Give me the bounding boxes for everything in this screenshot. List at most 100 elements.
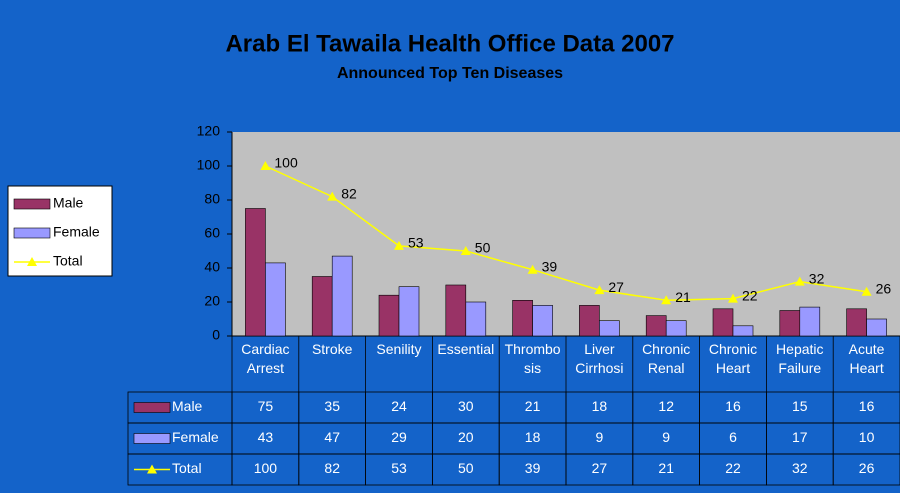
total-marker [260,161,271,170]
total-marker [661,295,672,305]
bar [732,325,754,337]
legend-marker [27,257,37,266]
table-value: 9 [596,429,604,445]
legend-key [13,227,51,239]
data-label: 39 [542,258,558,274]
bar [331,255,353,337]
table-value: 39 [525,460,541,476]
total-line [265,165,867,302]
data-label: 50 [475,240,491,256]
total-marker [527,264,538,274]
data-label: 82 [341,185,357,201]
bar [445,284,467,337]
table-value: 32 [792,460,808,476]
table-value: 12 [658,398,674,414]
table-value: 75 [258,398,274,414]
y-tick-label: 100 [197,157,221,173]
y-tick-label: 120 [197,123,221,139]
table-value: 18 [525,429,541,445]
table-value: 9 [662,429,670,445]
x-tick-label: Liver Cirrhosi [575,341,624,376]
bar [265,262,286,337]
bar [378,294,400,337]
y-tick-label: 40 [204,259,220,275]
data-label: 32 [809,270,825,286]
data-label: 26 [876,281,892,297]
bar [846,308,867,337]
data-label: 21 [675,289,691,305]
data-label: 27 [608,279,624,295]
bar [665,320,687,337]
table-legend-key [133,402,171,413]
bar [512,299,533,337]
bar [532,305,553,337]
table-value: 6 [729,429,737,445]
x-tick-label: Stroke [311,341,353,357]
bar [799,306,821,337]
table-value: 50 [458,460,474,476]
table-value: 16 [859,398,875,414]
data-label: 53 [408,235,424,251]
table-value: 26 [859,460,875,476]
table-value: 18 [592,398,608,414]
bar [579,305,600,337]
table-value: 15 [792,398,808,414]
legend-label: Female [53,224,100,240]
table-value: 24 [391,398,407,414]
bar [245,208,266,337]
bar [866,318,887,337]
y-tick-label: 0 [212,327,220,343]
table-value: 21 [658,460,674,476]
table-value: 22 [725,460,741,476]
table-value: 82 [324,460,340,476]
total-marker [594,285,605,295]
bar [599,320,620,337]
table-value: 21 [525,398,541,414]
x-tick-label: Hepatic Failure [776,341,824,376]
table-value: 43 [258,429,274,445]
table-value: 100 [254,460,278,476]
x-tick-label: Acute Heart [848,341,885,376]
bar [311,276,333,337]
table-value: 53 [391,460,407,476]
table-value: 47 [324,429,340,445]
data-label: 22 [742,287,758,303]
x-tick-label: Senility [376,341,422,357]
table-row-label: Total [172,460,202,476]
bar [465,301,487,337]
x-tick-label: Chronic Renal [642,341,691,376]
table-row-label: Female [172,429,219,445]
bar [779,310,801,337]
y-tick-label: 60 [204,225,220,241]
bar [398,286,420,337]
legend-label: Male [53,195,84,211]
table-value: 27 [592,460,608,476]
table-value: 30 [458,398,474,414]
table-cell [832,453,900,486]
table-value: 16 [725,398,741,414]
table-value: 35 [324,398,340,414]
legend-label: Total [53,253,83,269]
legend-key [13,198,51,210]
total-marker [728,293,738,303]
x-tick-label: Thrombosis [504,341,561,376]
total-marker [861,286,872,296]
table-value: 10 [859,429,875,445]
table-row-label: Male [172,398,203,414]
table-value: 20 [458,429,474,445]
chart-title: Arab El Tawaila Health Office Data 2007 [225,30,674,57]
y-tick-label: 80 [204,191,220,207]
table-value: 17 [792,429,808,445]
x-tick-label: Chronic Heart [708,341,758,376]
bar [712,308,734,337]
total-marker [460,246,471,255]
x-tick-label: Essential [437,341,495,357]
total-marker [794,276,805,286]
chart-subtitle: Announced Top Ten Diseases [337,65,563,82]
x-tick-label: Cardiac Arrest [241,341,290,376]
data-label: 100 [274,155,298,171]
table-legend-key [133,433,171,444]
table-legend-marker [147,464,157,474]
